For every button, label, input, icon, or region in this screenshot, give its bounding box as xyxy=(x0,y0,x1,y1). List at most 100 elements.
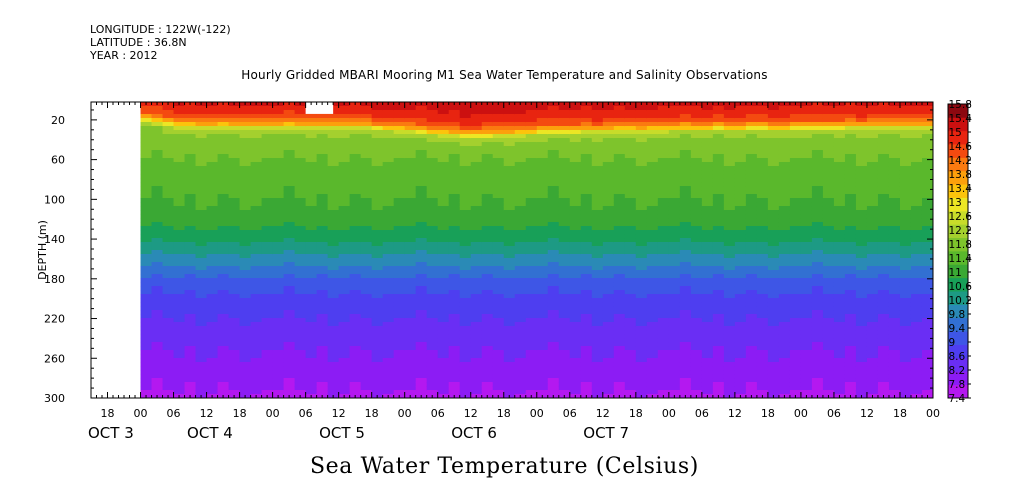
heatmap-cell xyxy=(690,106,703,111)
heatmap-cell xyxy=(525,358,538,363)
heatmap-cell xyxy=(569,110,582,115)
heatmap-cell xyxy=(866,278,879,283)
heatmap-cell xyxy=(525,246,538,251)
heatmap-cell xyxy=(206,174,219,179)
heatmap-cell xyxy=(833,246,846,251)
heatmap-cell xyxy=(305,274,318,279)
heatmap-cell xyxy=(327,370,340,375)
heatmap-cell xyxy=(349,154,362,159)
heatmap-cell xyxy=(250,142,263,147)
heatmap-cell xyxy=(822,174,835,179)
heatmap-cell xyxy=(866,226,879,231)
heatmap-cell xyxy=(470,362,483,367)
heatmap-cell xyxy=(360,106,373,111)
heatmap-cell xyxy=(525,314,538,319)
heatmap-cell xyxy=(151,186,164,191)
heatmap-cell xyxy=(272,274,285,279)
heatmap-cell xyxy=(140,290,153,295)
heatmap-cell xyxy=(778,234,791,239)
heatmap-cell xyxy=(448,378,461,383)
heatmap-cell xyxy=(701,242,714,247)
heatmap-cell xyxy=(756,278,769,283)
heatmap-cell xyxy=(547,366,560,371)
heatmap-cell xyxy=(492,230,505,235)
heatmap-cell xyxy=(789,314,802,319)
heatmap-cell xyxy=(547,226,560,231)
heatmap-cell xyxy=(525,366,538,371)
heatmap-cell xyxy=(327,190,340,195)
heatmap-cell xyxy=(206,346,219,351)
heatmap-cell xyxy=(833,378,846,383)
heatmap-cell xyxy=(349,230,362,235)
heatmap-cell xyxy=(195,214,208,219)
heatmap-cell xyxy=(635,278,648,283)
heatmap-cell xyxy=(591,186,604,191)
heatmap-cell xyxy=(448,150,461,155)
heatmap-cell xyxy=(844,266,857,271)
heatmap-cell xyxy=(635,210,648,215)
heatmap-cell xyxy=(855,246,868,251)
heatmap-cell xyxy=(547,202,560,207)
heatmap-cell xyxy=(635,170,648,175)
heatmap-cell xyxy=(734,266,747,271)
heatmap-cell xyxy=(492,358,505,363)
heatmap-cell xyxy=(140,254,153,259)
heatmap-cell xyxy=(679,166,692,171)
heatmap-cell xyxy=(481,322,494,327)
heatmap-cell xyxy=(349,114,362,119)
heatmap-cell xyxy=(822,270,835,275)
heatmap-cell xyxy=(272,322,285,327)
heatmap-cell xyxy=(569,358,582,363)
heatmap-cell xyxy=(503,122,516,127)
heatmap-cell xyxy=(723,174,736,179)
heatmap-cell xyxy=(140,134,153,139)
heatmap-cell xyxy=(679,366,692,371)
heatmap-cell xyxy=(657,330,670,335)
heatmap-cell xyxy=(514,174,527,179)
heatmap-cell xyxy=(195,150,208,155)
heatmap-cell xyxy=(371,386,384,391)
heatmap-cell xyxy=(767,226,780,231)
heatmap-cell xyxy=(580,258,593,263)
heatmap-cell xyxy=(481,386,494,391)
heatmap-cell xyxy=(536,154,549,159)
heatmap-cell xyxy=(800,106,813,111)
heatmap-cell xyxy=(459,326,472,331)
heatmap-cell xyxy=(811,178,824,183)
heatmap-cell xyxy=(338,370,351,375)
heatmap-cell xyxy=(195,146,208,151)
heatmap-cell xyxy=(822,142,835,147)
heatmap-cell xyxy=(503,366,516,371)
heatmap-cell xyxy=(327,246,340,251)
heatmap-cell xyxy=(228,366,241,371)
heatmap-cell xyxy=(657,106,670,111)
heatmap-cell xyxy=(866,162,879,167)
heatmap-cell xyxy=(371,250,384,255)
heatmap-cell xyxy=(580,350,593,355)
heatmap-cell xyxy=(305,254,318,259)
heatmap-cell xyxy=(624,146,637,151)
heatmap-cell xyxy=(481,170,494,175)
heatmap-cell xyxy=(437,258,450,263)
heatmap-cell xyxy=(734,362,747,367)
heatmap-cell xyxy=(195,378,208,383)
heatmap-cell xyxy=(613,174,626,179)
heatmap-cell xyxy=(756,350,769,355)
heatmap-cell xyxy=(624,210,637,215)
heatmap-cell xyxy=(701,198,714,203)
heatmap-cell xyxy=(437,182,450,187)
heatmap-cell xyxy=(294,262,307,267)
heatmap-cell xyxy=(470,346,483,351)
heatmap-cell xyxy=(448,130,461,135)
heatmap-cell xyxy=(767,306,780,311)
heatmap-cell xyxy=(426,138,439,143)
heatmap-cell xyxy=(503,334,516,339)
heatmap-cell xyxy=(283,142,296,147)
heatmap-cell xyxy=(569,294,582,299)
heatmap-cell xyxy=(404,190,417,195)
heatmap-cell xyxy=(536,190,549,195)
heatmap-cell xyxy=(646,350,659,355)
heatmap-cell xyxy=(833,310,846,315)
heatmap-cell xyxy=(426,162,439,167)
heatmap-cell xyxy=(459,246,472,251)
